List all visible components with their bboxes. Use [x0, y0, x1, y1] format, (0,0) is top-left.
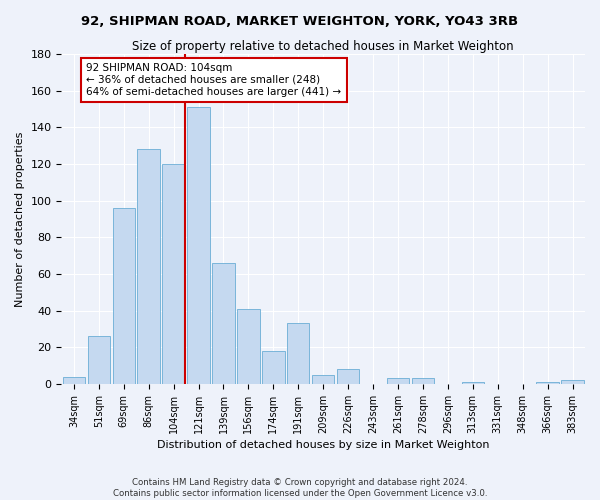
Bar	[137, 150, 160, 384]
Bar	[461, 382, 484, 384]
Bar	[262, 351, 284, 384]
Bar	[113, 208, 135, 384]
Bar	[312, 375, 334, 384]
Bar	[62, 376, 85, 384]
Bar	[536, 382, 559, 384]
Text: 92 SHIPMAN ROAD: 104sqm
← 36% of detached houses are smaller (248)
64% of semi-d: 92 SHIPMAN ROAD: 104sqm ← 36% of detache…	[86, 64, 341, 96]
Bar	[412, 378, 434, 384]
X-axis label: Distribution of detached houses by size in Market Weighton: Distribution of detached houses by size …	[157, 440, 490, 450]
Text: Contains HM Land Registry data © Crown copyright and database right 2024.
Contai: Contains HM Land Registry data © Crown c…	[113, 478, 487, 498]
Bar	[562, 380, 584, 384]
Bar	[88, 336, 110, 384]
Bar	[337, 370, 359, 384]
Bar	[187, 108, 210, 384]
Y-axis label: Number of detached properties: Number of detached properties	[15, 132, 25, 306]
Bar	[163, 164, 185, 384]
Bar	[287, 324, 310, 384]
Bar	[212, 263, 235, 384]
Bar	[387, 378, 409, 384]
Title: Size of property relative to detached houses in Market Weighton: Size of property relative to detached ho…	[133, 40, 514, 53]
Text: 92, SHIPMAN ROAD, MARKET WEIGHTON, YORK, YO43 3RB: 92, SHIPMAN ROAD, MARKET WEIGHTON, YORK,…	[82, 15, 518, 28]
Bar	[237, 309, 260, 384]
